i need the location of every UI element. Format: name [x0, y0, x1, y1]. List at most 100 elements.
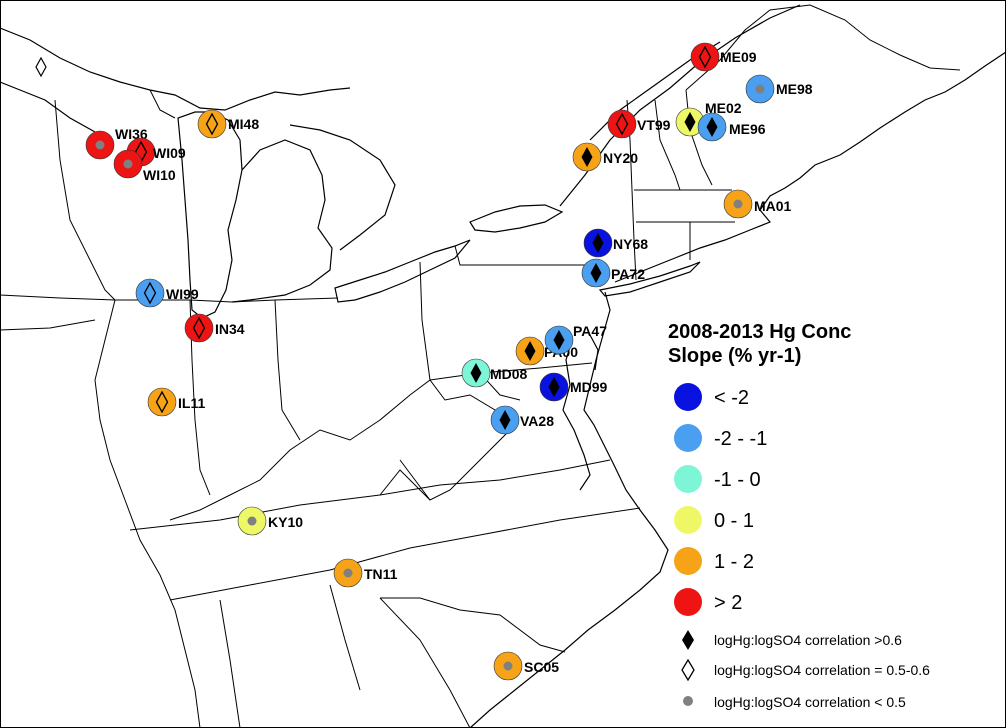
site-label: PA47	[573, 323, 607, 339]
legend-symbol-item: logHg:logSO4 correlation = 0.5-0.6	[681, 658, 930, 682]
site-symbol	[684, 112, 696, 132]
site-symbol	[343, 568, 353, 578]
open-diamond-icon	[698, 45, 712, 69]
site-circle	[135, 278, 165, 308]
filled-diamond-icon	[684, 112, 696, 132]
site-wi10: WI10	[113, 149, 176, 183]
legend-class-swatch	[674, 506, 702, 534]
site-label: MD08	[490, 366, 528, 382]
site-md08: MD08	[461, 358, 528, 388]
site-symbol	[590, 263, 602, 283]
legend-class-label: < -2	[714, 387, 749, 409]
site-symbol	[733, 199, 743, 209]
site-md99: MD99	[539, 372, 608, 402]
legend-symbol-label: logHg:logSO4 correlation >0.6	[714, 632, 902, 648]
site-label: ME98	[776, 81, 813, 97]
site-symbol	[553, 330, 565, 350]
site-label: MI48	[228, 116, 259, 132]
site-label: NY20	[603, 150, 638, 166]
site-mi48: MI48	[197, 109, 259, 139]
site-label: ME02	[705, 100, 742, 116]
filled-diamond-icon	[682, 630, 694, 650]
open-diamond-icon	[155, 390, 169, 414]
site-label: VA28	[520, 413, 554, 429]
site-symbol	[499, 410, 511, 430]
site-label: WI99	[166, 286, 199, 302]
legend-class-label: 1 - 2	[714, 551, 754, 573]
gray-dot-icon	[733, 199, 743, 209]
filled-diamond-icon	[548, 377, 560, 397]
legend-class-item: -1 - 0	[674, 465, 761, 493]
site-label: PA72	[611, 266, 645, 282]
site-wi99: WI99	[135, 278, 199, 308]
gray-dot-icon	[247, 516, 257, 526]
site-va28: VA28	[490, 405, 554, 435]
map-legend: 2008-2013 Hg Conc Slope (% yr-1) < -2 -2…	[668, 321, 930, 710]
filled-diamond-icon	[592, 233, 604, 253]
filled-diamond-icon	[581, 147, 593, 167]
site-ky10: KY10	[237, 506, 303, 536]
site-label: WI09	[153, 145, 186, 161]
open-diamond-icon	[35, 56, 47, 78]
site-circle	[607, 109, 637, 139]
site-sc05: SC05	[493, 651, 559, 681]
open-diamond-icon	[615, 112, 629, 136]
site-symbol	[615, 112, 629, 136]
site-symbol	[247, 516, 257, 526]
site-me09: ME09	[690, 42, 757, 72]
site-circle	[197, 109, 227, 139]
site-vt99: VT99	[607, 109, 671, 139]
site-me02: ME02	[675, 100, 742, 137]
site-label: ME09	[720, 49, 757, 65]
legend-class-label: 0 - 1	[714, 510, 754, 532]
site-circle	[184, 313, 214, 343]
site-label: TN11	[364, 566, 398, 582]
site-symbol	[192, 316, 206, 340]
site-symbol	[205, 112, 219, 136]
site-symbol	[95, 140, 105, 150]
legend-symbol-label: logHg:logSO4 correlation < 0.5	[714, 694, 906, 710]
site-ny20: NY20	[572, 142, 638, 172]
site-in34: IN34	[184, 313, 245, 343]
legend-class-label: > 2	[714, 592, 742, 614]
site-label: IN34	[215, 321, 245, 337]
legend-class-swatch	[674, 383, 702, 411]
site-symbol	[698, 45, 712, 69]
site-label: VT99	[637, 117, 671, 133]
site-me96: ME96	[697, 112, 766, 142]
filled-diamond-icon	[553, 330, 565, 350]
gray-dot-icon	[683, 696, 693, 706]
site-symbol	[548, 377, 560, 397]
legend-symbol-item: logHg:logSO4 correlation < 0.5	[683, 694, 906, 710]
legend-class-swatch	[674, 547, 702, 575]
site-symbol	[470, 363, 482, 383]
legend-class-item: 0 - 1	[674, 506, 754, 534]
site-pa72: PA72	[581, 258, 645, 288]
legend-class-label: -2 - -1	[714, 428, 767, 450]
site-symbol	[581, 147, 593, 167]
site-symbol	[755, 84, 765, 94]
legend-class-swatch	[674, 465, 702, 493]
site-markers: WI36 WI09 WI10 MI48 WI99 IN34 IL11 KY10 …	[85, 42, 813, 681]
site-circle	[147, 387, 177, 417]
site-tn11: TN11	[333, 558, 398, 588]
site-symbol	[524, 341, 536, 361]
site-me98: ME98	[745, 74, 813, 104]
gray-dot-icon	[95, 140, 105, 150]
site-symbol	[123, 159, 133, 169]
site-ma01: MA01	[723, 189, 792, 219]
basemap-lines	[0, 4, 1006, 728]
legend-title-line2: Slope (% yr-1)	[668, 345, 801, 367]
legend-class-item: -2 - -1	[674, 424, 767, 452]
open-diamond-icon	[205, 112, 219, 136]
site-label: MA01	[754, 198, 792, 214]
open-diamond-icon	[192, 316, 206, 340]
legend-class-item: 1 - 2	[674, 547, 754, 575]
legend-class-item: > 2	[674, 588, 742, 616]
filled-diamond-icon	[470, 363, 482, 383]
legend-class-swatch	[674, 588, 702, 616]
legend-class-swatch	[674, 424, 702, 452]
site-il11: IL11	[147, 387, 205, 417]
site-symbol	[503, 661, 513, 671]
site-label: SC05	[524, 659, 559, 675]
